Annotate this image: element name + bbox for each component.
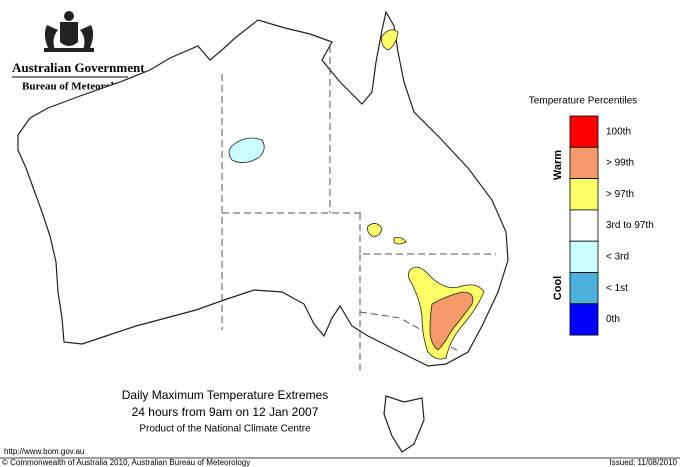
legend-swatch <box>569 209 599 242</box>
cool-region <box>228 137 265 163</box>
hot-region <box>429 291 474 351</box>
state-border <box>359 213 496 255</box>
tasmania-outline <box>383 395 425 453</box>
legend-swatch <box>569 178 599 211</box>
legend-swatch <box>569 272 599 305</box>
legend-label: 0th <box>606 314 620 325</box>
legend-label: 3rd to 97th <box>606 220 654 231</box>
legend-swatch <box>569 115 599 148</box>
legend-label: 100th <box>606 126 631 137</box>
legend-label: > 99th <box>606 158 634 169</box>
map-subtitle: 24 hours from 9am on 12 Jan 2007 <box>132 405 319 419</box>
warm-region <box>393 237 407 245</box>
map-title: Daily Maximum Temperature Extremes <box>122 388 329 402</box>
warm-label: Warm <box>552 150 564 180</box>
warm-region <box>367 223 383 237</box>
copyright: © Commonwealth of Australia 2010, Austra… <box>2 458 250 467</box>
cool-label: Cool <box>552 276 564 300</box>
warm-region <box>381 29 399 51</box>
legend-label: < 1st <box>606 283 628 294</box>
map-credit: Product of the National Climate Centre <box>139 424 311 435</box>
mainland-outline <box>17 10 509 367</box>
legend-swatch <box>569 146 599 180</box>
coat-of-arms <box>44 11 94 52</box>
legend-swatch <box>569 240 599 273</box>
legend-swatch <box>569 303 599 336</box>
website-url: http://www.bom.gov.au <box>4 447 84 456</box>
issued-date: Issued: 11/08/2010 <box>610 458 678 467</box>
legend-label: > 97th <box>606 189 634 200</box>
government-name: Australian Government <box>12 60 145 75</box>
legend-title: Temperature Percentiles <box>529 96 637 107</box>
legend-label: < 3rd <box>606 251 629 262</box>
legend: 100th > 99th > 97th 3rd to 97th < 3rd < 1st 0t… <box>569 115 654 336</box>
